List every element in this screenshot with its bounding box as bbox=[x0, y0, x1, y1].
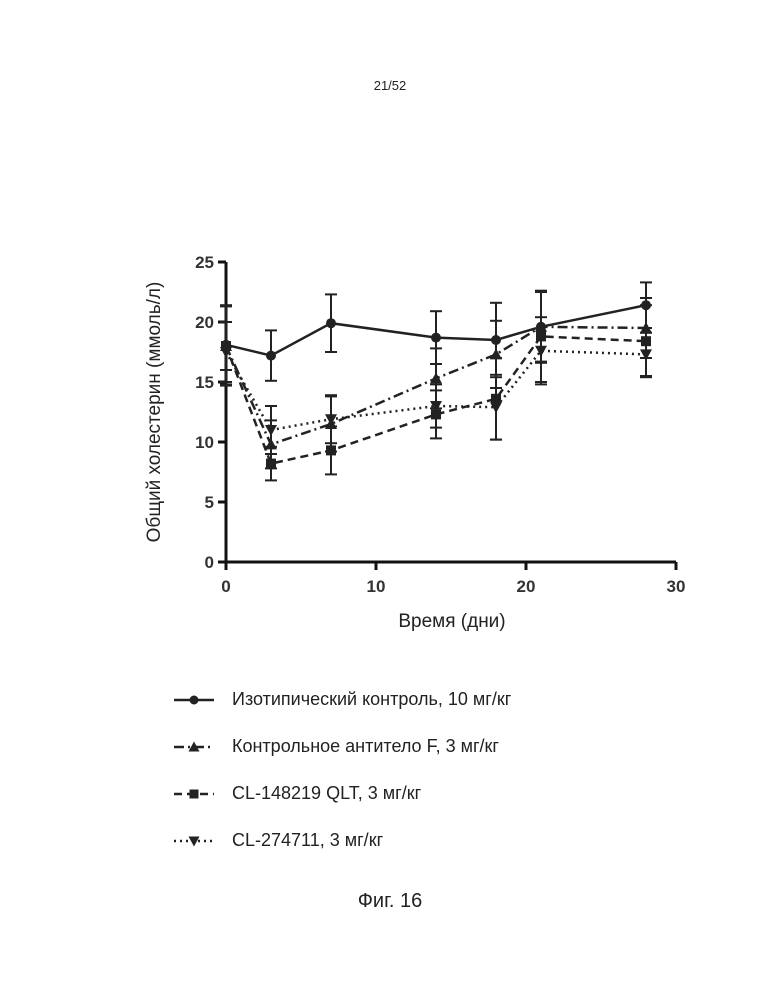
x-tick-label: 20 bbox=[517, 577, 536, 596]
y-tick-label: 5 bbox=[205, 493, 214, 512]
x-tick-label: 30 bbox=[667, 577, 686, 596]
legend-label: CL-148219 QLT, 3 мг/кг bbox=[232, 783, 421, 804]
y-tick-label: 10 bbox=[195, 433, 214, 452]
x-tick-label: 10 bbox=[367, 577, 386, 596]
data-point bbox=[265, 425, 277, 436]
legend-swatch bbox=[172, 784, 216, 804]
data-point bbox=[190, 695, 199, 704]
legend-item: CL-274711, 3 мг/кг bbox=[172, 817, 511, 864]
data-point bbox=[266, 351, 276, 361]
data-point bbox=[189, 836, 200, 846]
legend-item: Изотипический контроль, 10 мг/кг bbox=[172, 676, 511, 723]
data-point bbox=[266, 459, 276, 469]
y-tick-label: 25 bbox=[195, 253, 214, 272]
data-point bbox=[535, 346, 547, 357]
figure-caption: Фиг. 16 bbox=[0, 890, 780, 913]
legend-label: Контрольное антитело F, 3 мг/кг bbox=[232, 736, 499, 757]
y-tick-label: 0 bbox=[205, 553, 214, 572]
x-axis-label: Время (дни) bbox=[398, 611, 505, 632]
data-point bbox=[430, 372, 442, 383]
y-tick-label: 15 bbox=[195, 373, 214, 392]
legend-item: CL-148219 QLT, 3 мг/кг bbox=[172, 770, 511, 817]
y-axis-label: Общий холестерин (ммоль/л) bbox=[144, 282, 165, 543]
legend-item: Контрольное антитело F, 3 мг/кг bbox=[172, 723, 511, 770]
chart-legend: Изотипический контроль, 10 мг/кг Контроль… bbox=[172, 676, 511, 864]
chart-series bbox=[220, 282, 652, 480]
y-tick-label: 20 bbox=[195, 313, 214, 332]
data-point bbox=[431, 333, 441, 343]
legend-swatch bbox=[172, 831, 216, 851]
data-point bbox=[326, 318, 336, 328]
data-point bbox=[325, 414, 337, 425]
legend-label: CL-274711, 3 мг/кг bbox=[232, 830, 383, 851]
legend-label: Изотипический контроль, 10 мг/кг bbox=[232, 689, 511, 710]
legend-swatch bbox=[172, 690, 216, 710]
legend-swatch bbox=[172, 737, 216, 757]
data-point bbox=[326, 445, 336, 455]
x-tick-label: 0 bbox=[221, 577, 230, 596]
data-point bbox=[190, 789, 199, 798]
